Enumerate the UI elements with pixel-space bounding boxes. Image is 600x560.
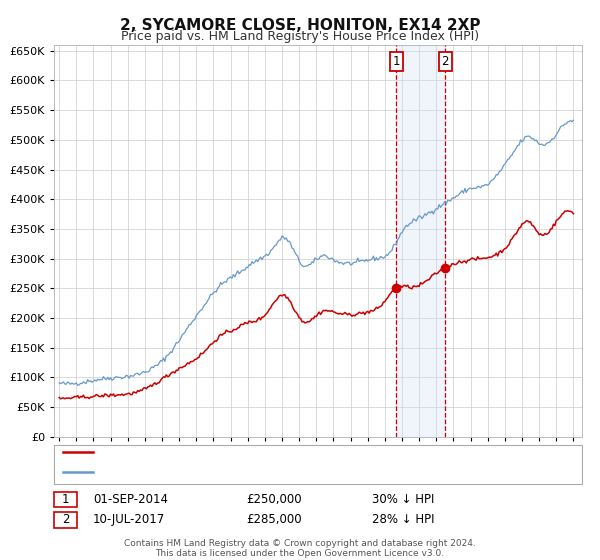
Text: 2, SYCAMORE CLOSE, HONITON, EX14 2XP: 2, SYCAMORE CLOSE, HONITON, EX14 2XP	[120, 18, 480, 33]
Text: £285,000: £285,000	[246, 513, 302, 526]
Text: Price paid vs. HM Land Registry's House Price Index (HPI): Price paid vs. HM Land Registry's House …	[121, 30, 479, 43]
Text: 2, SYCAMORE CLOSE, HONITON, EX14 2XP (detached house): 2, SYCAMORE CLOSE, HONITON, EX14 2XP (de…	[99, 447, 431, 458]
Text: 28% ↓ HPI: 28% ↓ HPI	[372, 513, 434, 526]
Text: 30% ↓ HPI: 30% ↓ HPI	[372, 493, 434, 506]
Bar	[397, 45, 445, 437]
Text: 10-JUL-2017: 10-JUL-2017	[93, 513, 165, 526]
Text: 1: 1	[62, 493, 69, 506]
Text: 1: 1	[392, 55, 400, 68]
Text: 2: 2	[442, 55, 449, 68]
Text: Contains HM Land Registry data © Crown copyright and database right 2024.: Contains HM Land Registry data © Crown c…	[124, 539, 476, 548]
Text: 2: 2	[62, 513, 69, 526]
Text: This data is licensed under the Open Government Licence v3.0.: This data is licensed under the Open Gov…	[155, 549, 445, 558]
Text: £250,000: £250,000	[246, 493, 302, 506]
Text: 01-SEP-2014: 01-SEP-2014	[93, 493, 168, 506]
Text: HPI: Average price, detached house, East Devon: HPI: Average price, detached house, East…	[99, 466, 364, 477]
